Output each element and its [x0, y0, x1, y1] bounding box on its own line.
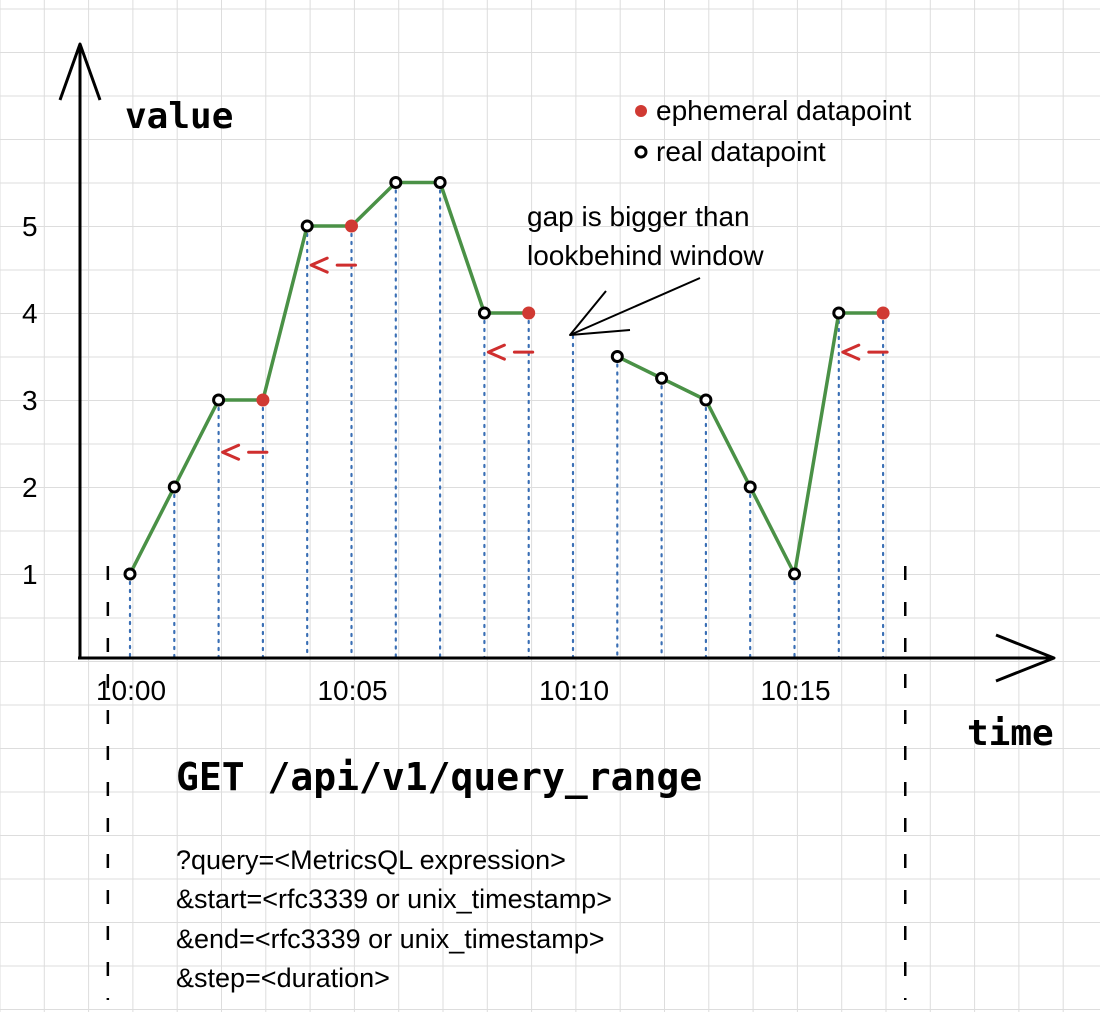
real-datapoint [389, 176, 403, 189]
lookback-arrowhead [486, 343, 506, 361]
annotation-pointer-line [569, 277, 701, 336]
real-datapoint [788, 567, 801, 581]
legend: ephemeral datapoint real datapoint [634, 95, 912, 167]
x-tick-labels: 10:00 10:05 10:10 10:15 [96, 675, 831, 706]
x-tick-label: 10:00 [96, 675, 166, 706]
y-tick-label: 1 [22, 559, 38, 590]
legend-ephemeral-label: ephemeral datapoint [656, 95, 912, 126]
y-tick-label: 4 [22, 298, 38, 329]
axes [58, 42, 1056, 683]
series-line [128, 180, 529, 575]
real-datapoint [212, 393, 226, 407]
ephemeral-datapoint [256, 393, 270, 407]
x-tick-label: 10:05 [317, 675, 387, 706]
ephemeral-datapoint [345, 219, 358, 233]
lookback-arrowhead [221, 443, 241, 461]
request-param-start: &start=<rfc3339 or unix_timestamp> [176, 884, 612, 914]
series-lines [128, 180, 884, 576]
real-datapoint [743, 480, 757, 494]
ephemeral-datapoint [876, 306, 890, 320]
x-tick-label: 10:15 [760, 675, 830, 706]
gap-annotation: gap is bigger than lookbehind window [527, 201, 764, 336]
legend-real-label: real datapoint [656, 136, 826, 167]
legend-ephemeral-marker [635, 105, 647, 117]
real-datapoint [167, 480, 181, 494]
real-datapoint [699, 393, 713, 407]
x-tick-label: 10:10 [539, 675, 609, 706]
sample-dotted-lines [128, 181, 885, 660]
real-datapoint [610, 350, 624, 363]
y-tick-label: 5 [22, 211, 38, 242]
data-points [123, 176, 890, 581]
real-datapoint [655, 371, 669, 385]
lookback-arrowhead [309, 256, 329, 274]
real-datapoint [123, 567, 137, 581]
real-datapoint [300, 219, 314, 233]
y-tick-labels: 1 2 3 4 5 [22, 211, 38, 590]
ephemeral-datapoint [522, 306, 536, 320]
lookback-arrows [221, 256, 889, 461]
legend-real-marker [634, 145, 648, 159]
real-datapoint [832, 306, 846, 320]
annotation-line-1: gap is bigger than [527, 201, 750, 232]
x-axis-arrowhead [995, 633, 1056, 683]
y-axis-label: value [125, 96, 233, 137]
lookback-arrowhead [841, 343, 861, 361]
real-datapoint [433, 176, 447, 189]
annotation-arrowhead [569, 290, 631, 336]
annotation-line-2: lookbehind window [527, 240, 764, 271]
request-param-query: ?query=<MetricsQL expression> [176, 845, 566, 875]
request-param-end: &end=<rfc3339 or unix_timestamp> [176, 924, 605, 954]
x-axis-label: time [967, 713, 1054, 754]
y-axis-arrowhead [58, 42, 102, 101]
request-param-step: &step=<duration> [176, 963, 390, 993]
real-datapoint [477, 306, 491, 320]
request-title: GET /api/v1/query_range [176, 755, 702, 799]
y-tick-label: 3 [22, 385, 38, 416]
y-tick-label: 2 [22, 472, 38, 503]
query-range-boundaries [106, 566, 907, 1000]
